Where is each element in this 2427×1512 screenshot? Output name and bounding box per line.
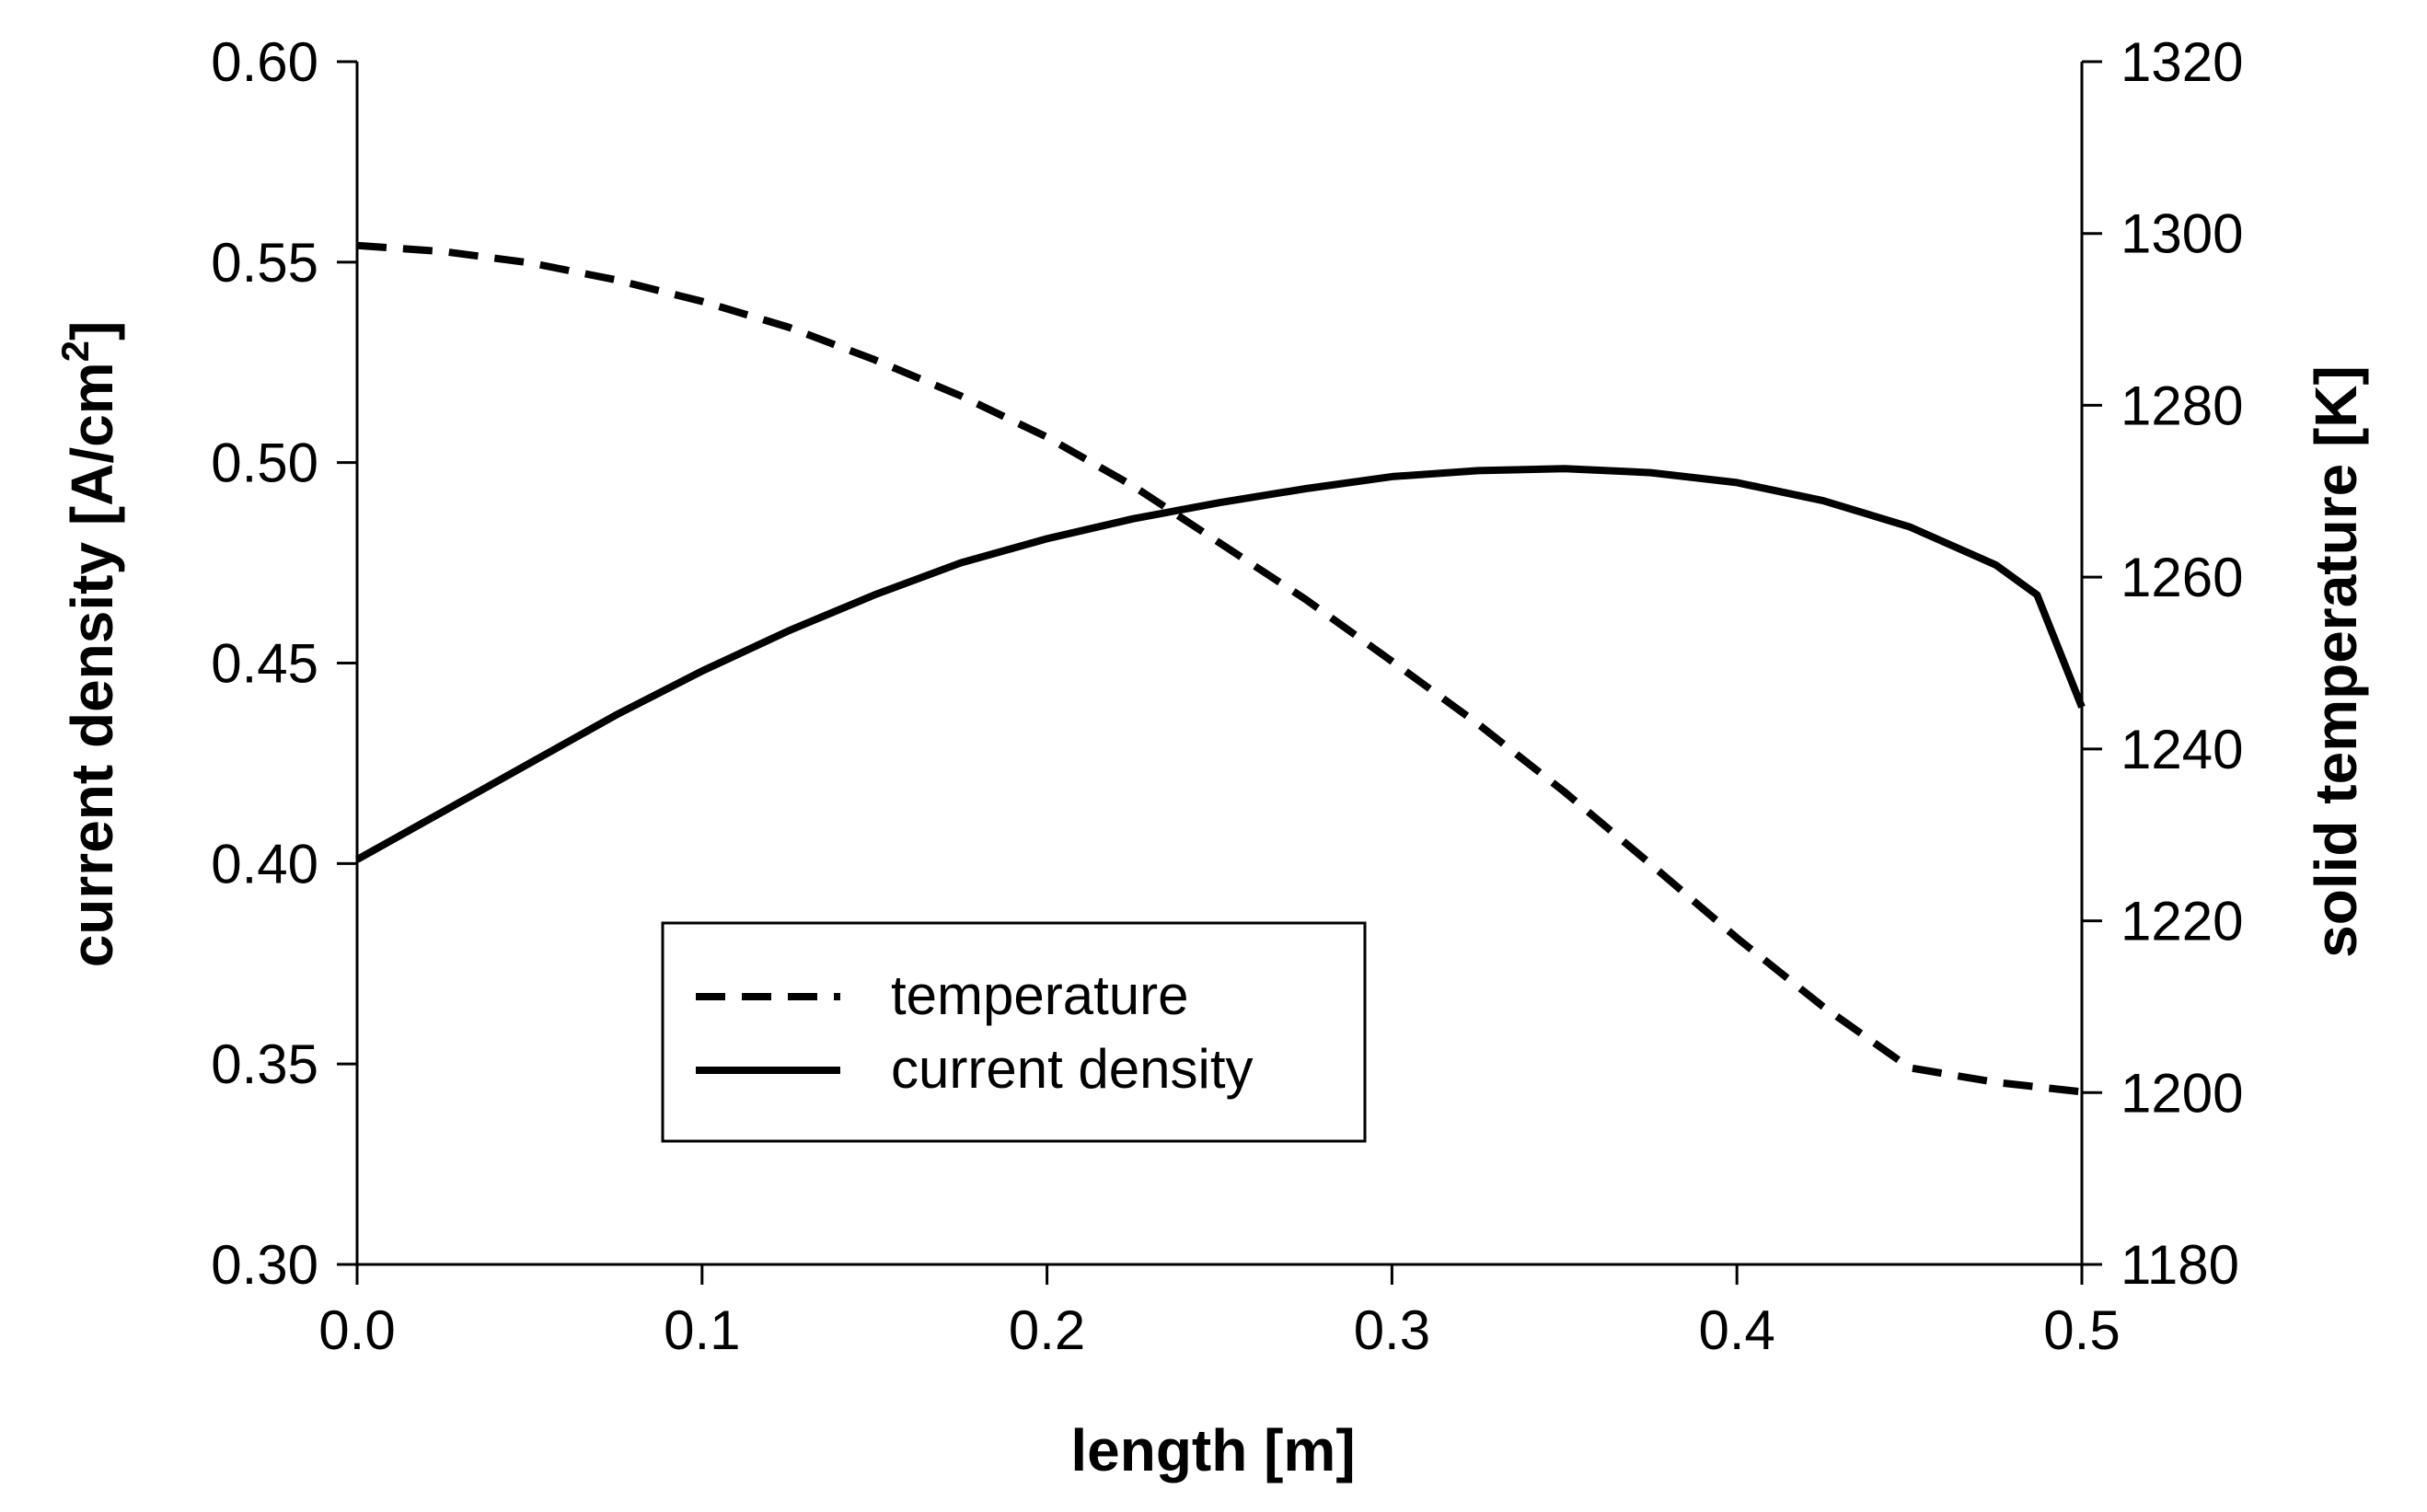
x-axis-title: length [m]	[1070, 1417, 1355, 1483]
y-tick-label: 0.40	[211, 833, 318, 895]
x-tick-label: 0.4	[1698, 1299, 1774, 1361]
y2-tick-label: 1280	[2121, 375, 2243, 436]
y-axis-title-suffix: ]	[59, 321, 125, 340]
y2-tick-label: 1220	[2121, 891, 2243, 952]
y-tick-label: 0.50	[211, 433, 318, 494]
y2-tick-label: 1320	[2121, 31, 2243, 93]
y2-tick-label: 1240	[2121, 719, 2243, 780]
legend: temperature current density	[661, 921, 1367, 1143]
x-tick-label: 0.1	[664, 1299, 740, 1361]
series-line-current-density	[355, 465, 2086, 863]
y-axis-title-superscript: 2	[53, 340, 97, 362]
y-tick-label: 0.55	[211, 232, 318, 294]
legend-box	[661, 921, 1367, 1143]
series-layer	[355, 241, 2086, 1096]
y2-tick-label: 1200	[2121, 1062, 2243, 1124]
legend-label-temperature: temperature	[891, 964, 1189, 1026]
y-tick-label: 0.45	[211, 633, 318, 695]
axes: 0.0 0.1 0.2 0.3 0.4 0.5 0.30 0.35 0.40 0.45 0.50 0.…	[211, 31, 2243, 1361]
x-tick-label: 0.0	[318, 1299, 395, 1361]
y-tick-label: 0.35	[211, 1033, 318, 1095]
y-axis-title: current density [A/cm2]	[53, 321, 125, 968]
x-tick-label: 0.2	[1009, 1299, 1085, 1361]
x-tick-label: 0.5	[2043, 1299, 2120, 1361]
y2-tick-label: 1260	[2121, 547, 2243, 608]
y-axis-title-main: current density [A/cm	[59, 362, 125, 967]
y-tick-label: 0.30	[211, 1234, 318, 1296]
legend-label-current-density: current density	[891, 1038, 1254, 1100]
y2-axis-title: solid temperature [K]	[2303, 365, 2369, 958]
x-tick-label: 0.3	[1354, 1299, 1430, 1361]
series-line-temperature	[356, 241, 2083, 1096]
y2-tick-label: 1180	[2121, 1234, 2239, 1296]
y2-tick-label: 1300	[2121, 203, 2243, 265]
y-tick-label: 0.60	[211, 31, 318, 93]
